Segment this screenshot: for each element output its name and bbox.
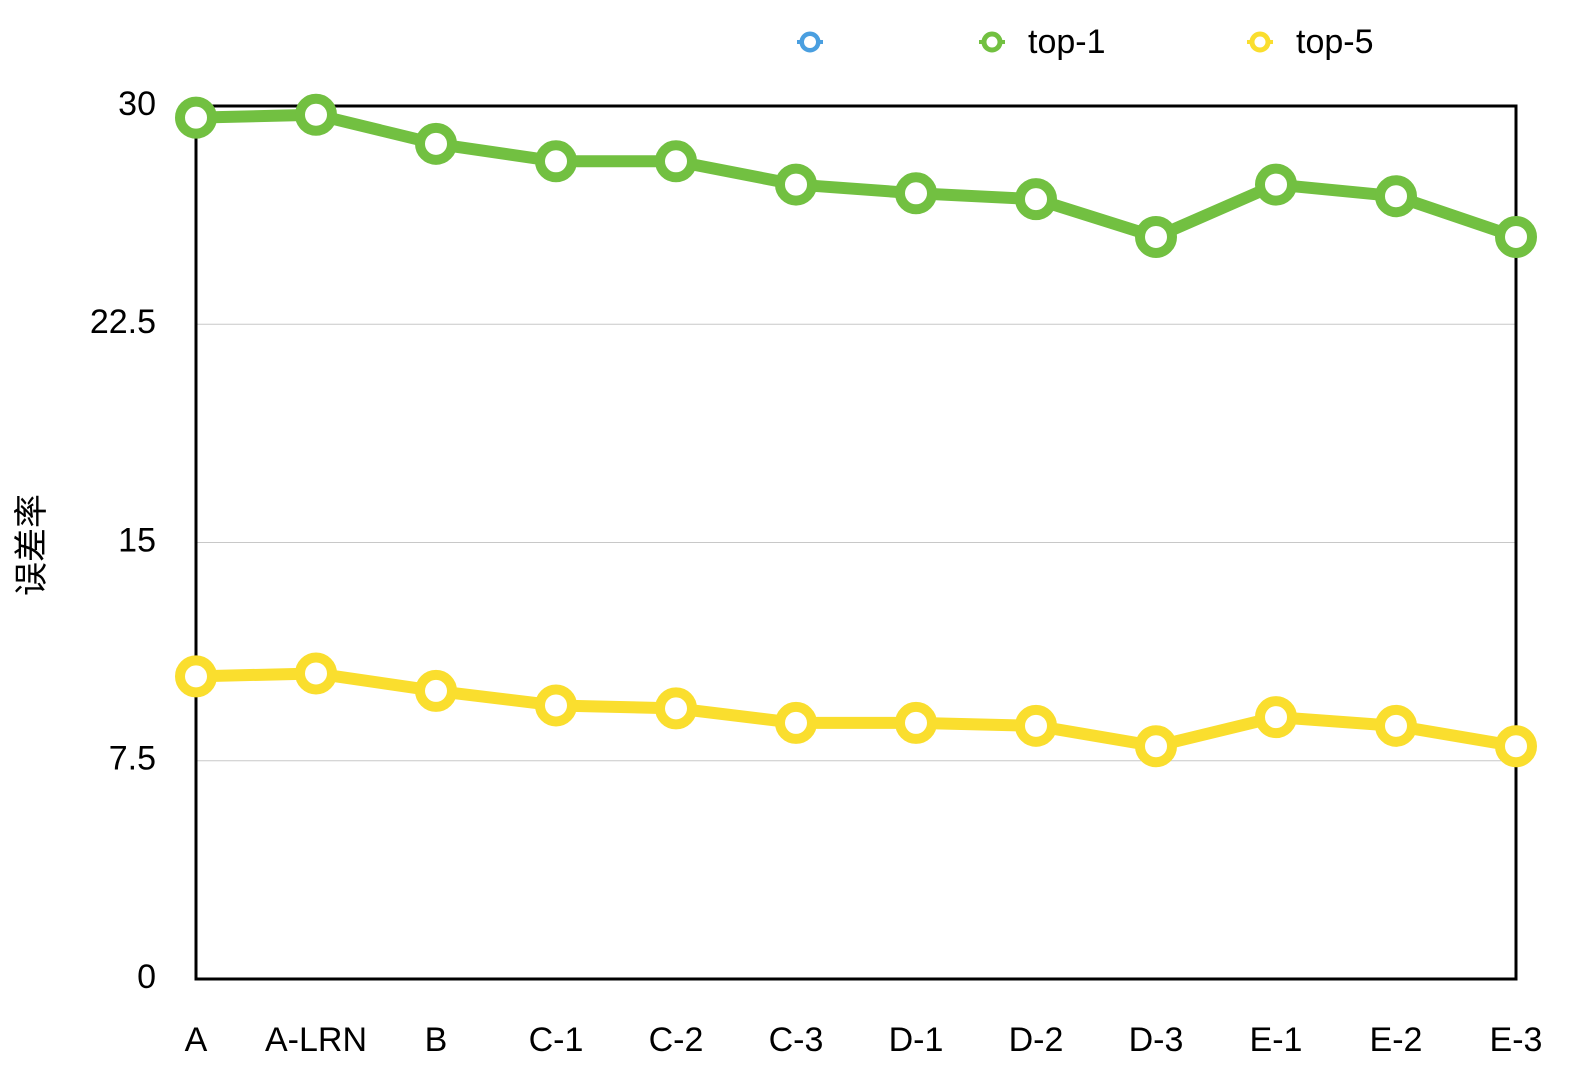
point [655, 687, 697, 730]
x-tick-label: C-3 [769, 1021, 824, 1059]
x-tick-label: D-3 [1129, 1021, 1184, 1059]
point [775, 163, 817, 206]
legend-label: top-1 [1028, 23, 1106, 61]
point [1375, 704, 1417, 747]
point [895, 172, 937, 215]
x-tick-label: B [425, 1021, 448, 1059]
y-tick-label: 0 [137, 958, 156, 996]
x-tick-label: A-LRN [265, 1021, 367, 1059]
point [535, 684, 577, 727]
x-tick-label: D-1 [889, 1021, 944, 1059]
x-tick-label: C-2 [649, 1021, 704, 1059]
point [1495, 725, 1537, 768]
series-line [195, 108, 1518, 243]
point [295, 93, 337, 136]
point [895, 701, 937, 744]
legend-marker [1249, 31, 1271, 53]
y-tick-label: 30 [118, 85, 156, 123]
legend-marker-center [804, 36, 816, 48]
y-axis-label: 误差率 [13, 494, 51, 596]
point [1375, 175, 1417, 218]
x-tick-label: E-3 [1490, 1021, 1543, 1059]
point [1135, 725, 1177, 768]
point [775, 701, 817, 744]
point [535, 140, 577, 183]
x-tick-label: E-2 [1370, 1021, 1423, 1059]
y-tick-label: 15 [118, 521, 156, 559]
point [1255, 163, 1297, 206]
x-tick-label: C-1 [529, 1021, 584, 1059]
point [655, 140, 697, 183]
y-tick-label: 7.5 [109, 740, 156, 778]
point [1495, 215, 1537, 258]
point [175, 655, 217, 698]
point [175, 96, 217, 139]
point [415, 122, 457, 165]
point [1255, 696, 1297, 739]
plot-border [194, 104, 1518, 981]
y-tick-label: 22.5 [90, 303, 156, 341]
legend-label: top-5 [1296, 23, 1374, 61]
x-tick-label: E-1 [1250, 1021, 1303, 1059]
point [415, 669, 457, 712]
point [1015, 704, 1057, 747]
point [1135, 215, 1177, 258]
point [295, 652, 337, 695]
x-tick-label: D-2 [1009, 1021, 1064, 1059]
legend-marker [981, 31, 1003, 53]
point [1015, 178, 1057, 221]
x-tick-label: A [185, 1021, 208, 1059]
series-line [195, 667, 1518, 753]
